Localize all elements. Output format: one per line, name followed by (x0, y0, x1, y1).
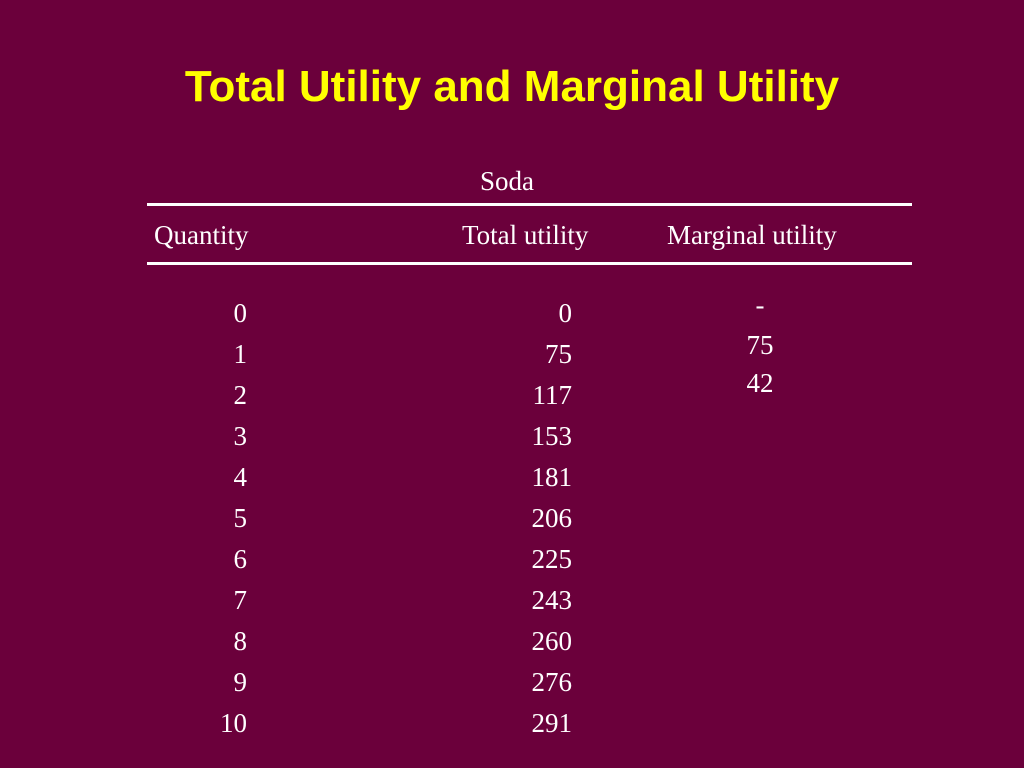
total-utility-cell: 0 (558, 298, 573, 328)
column-header-total-utility: Total utility (462, 220, 589, 250)
quantity-cell: 4 (233, 462, 248, 492)
quantity-cell: 3 (233, 421, 248, 451)
table-top-rule (147, 203, 912, 206)
marginal-utility-cell: 42 (746, 368, 774, 398)
table-header-rule (147, 262, 912, 265)
total-utility-cell: 153 (531, 421, 573, 451)
total-utility-cell: 206 (531, 503, 573, 533)
quantity-cell: 5 (233, 503, 248, 533)
total-utility-cell: 117 (532, 380, 573, 410)
quantity-cell: 7 (233, 585, 248, 615)
quantity-cell: 6 (233, 544, 248, 574)
quantity-column: 0 1 2 3 4 5 6 7 8 9 10 (187, 293, 247, 744)
quantity-cell: 0 (233, 298, 248, 328)
total-utility-cell: 181 (531, 462, 573, 492)
total-utility-cell: 243 (531, 585, 573, 615)
total-utility-column: 0 75 117 153 181 206 225 243 260 276 291 (487, 293, 573, 744)
quantity-cell: 9 (233, 667, 248, 697)
slide-title: Total Utility and Marginal Utility (184, 62, 840, 111)
marginal-utility-cell: 75 (746, 330, 774, 360)
marginal-utility-cell: - (755, 290, 765, 320)
total-utility-cell: 276 (531, 667, 573, 697)
total-utility-cell: 260 (531, 626, 573, 656)
column-header-marginal-utility: Marginal utility (667, 220, 837, 250)
total-utility-cell: 291 (531, 708, 573, 738)
quantity-cell: 8 (233, 626, 248, 656)
column-header-quantity: Quantity (154, 220, 249, 250)
group-header-soda: Soda (480, 166, 534, 196)
marginal-utility-column: - 75 42 (715, 290, 805, 402)
quantity-cell: 10 (220, 708, 247, 738)
quantity-cell: 1 (233, 339, 248, 369)
total-utility-cell: 225 (531, 544, 573, 574)
total-utility-cell: 75 (545, 339, 572, 369)
quantity-cell: 2 (233, 380, 248, 410)
